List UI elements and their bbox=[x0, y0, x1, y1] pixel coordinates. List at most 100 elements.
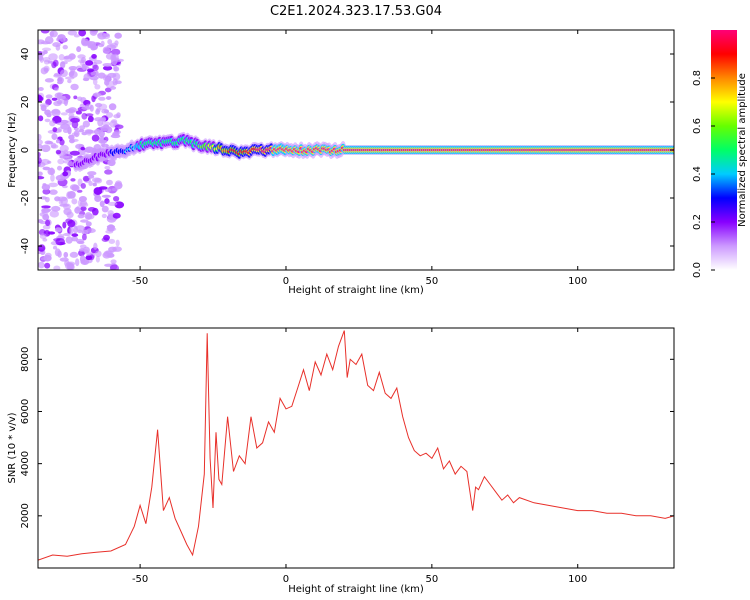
spectrogram-x-tick-label: 0 bbox=[283, 276, 289, 287]
spectrogram-noise-mark bbox=[92, 64, 99, 72]
spectrogram-noise-mark bbox=[55, 149, 62, 155]
spectrogram-noise-mark bbox=[53, 87, 59, 92]
spectrogram-noise-mark bbox=[49, 189, 58, 195]
spectrogram-noise-mark bbox=[43, 65, 50, 72]
spectrogram-noise-mark bbox=[45, 94, 53, 99]
spectrogram-noise-mark bbox=[91, 53, 97, 59]
spectrogram-noise-mark bbox=[114, 32, 122, 39]
spectrogram-noise-mark bbox=[71, 233, 79, 237]
spectrogram-noise-mark bbox=[70, 178, 76, 182]
spectrogram-y-label: Frequency (Hz) bbox=[7, 112, 18, 188]
spectrogram-noise-mark bbox=[92, 182, 97, 187]
spectrogram-noise-mark bbox=[107, 159, 116, 167]
spectrogram-noise-mark bbox=[75, 258, 80, 267]
spectrogram-noise-mark bbox=[104, 165, 111, 170]
spectrogram-noise-mark bbox=[97, 72, 106, 79]
spectrogram-noise-mark bbox=[111, 119, 118, 124]
snr-y-label: SNR (10 * v/v) bbox=[7, 412, 18, 483]
spectrogram-noise-mark bbox=[48, 182, 59, 188]
spectrogram-noise-mark bbox=[112, 246, 122, 252]
spectrogram-noise-mark bbox=[58, 54, 65, 61]
spectrogram-noise-mark bbox=[62, 44, 68, 50]
spectrogram-noise-mark bbox=[78, 128, 85, 133]
spectrogram-noise-mark bbox=[53, 74, 62, 78]
spectrogram-noise-mark bbox=[87, 171, 97, 176]
snr-x-label: Height of straight line (km) bbox=[288, 584, 424, 595]
spectrogram-noise-mark bbox=[86, 228, 96, 234]
spectrogram-noise-mark bbox=[114, 124, 124, 130]
spectrogram-noise-mark bbox=[56, 165, 63, 171]
spectrogram-noise-mark bbox=[57, 158, 65, 165]
spectrogram-noise-mark bbox=[99, 200, 105, 208]
snr-x-tick-label: 50 bbox=[425, 574, 438, 585]
spectrogram-y-tick-label: -40 bbox=[20, 238, 31, 254]
spectrogram-noise-mark bbox=[66, 191, 72, 200]
snr-x-tick-label: -50 bbox=[132, 574, 148, 585]
spectrogram-noise-mark bbox=[75, 110, 82, 115]
spectrogram-noise-mark bbox=[51, 109, 61, 114]
spectrogram-y-tick-label: 0 bbox=[20, 147, 31, 153]
spectrogram-noise-mark bbox=[59, 138, 65, 146]
spectrogram-noise-mark bbox=[52, 127, 58, 133]
spectrogram-noise-mark bbox=[38, 156, 42, 164]
spectrogram-noise-mark bbox=[104, 188, 112, 193]
spectrogram-noise-mark bbox=[107, 201, 118, 206]
spectrogram-noise-mark bbox=[104, 198, 110, 205]
spectrogram-noise-mark bbox=[79, 202, 89, 208]
spectrogram-noise-mark bbox=[68, 70, 78, 79]
snr-y-tick-label: 2000 bbox=[20, 503, 31, 528]
spectrogram-noise-mark bbox=[115, 239, 120, 247]
spectrogram-noise-mark bbox=[65, 108, 76, 114]
spectrogram-noise-mark bbox=[51, 97, 58, 101]
snr-x-tick-label: 0 bbox=[283, 574, 289, 585]
spectrogram-noise-mark bbox=[57, 34, 63, 40]
colorbar-tick-label: 0.0 bbox=[692, 262, 703, 278]
spectrogram-noise-mark bbox=[100, 125, 110, 132]
snr-y-ticks: 2000 4000 6000 8000 bbox=[20, 347, 674, 529]
spectrogram-noise-mark bbox=[102, 252, 112, 259]
spectrogram-noise-mark bbox=[49, 30, 58, 38]
spectrogram-noise-mark bbox=[114, 80, 122, 85]
spectrogram-noise-mark bbox=[40, 41, 51, 45]
spectrogram-noise-mark bbox=[116, 112, 121, 118]
spectrogram-noise-mark bbox=[114, 40, 119, 46]
spectrogram-noise-mark bbox=[64, 259, 70, 267]
spectrogram-noise-mark bbox=[79, 255, 86, 264]
spectrogram-noise-mark bbox=[62, 171, 69, 177]
spectrogram-noise-mark bbox=[80, 182, 86, 189]
spectrogram-noise-mark bbox=[38, 96, 44, 102]
spectrogram-noise-mark bbox=[67, 30, 78, 36]
spectrogram-noise-mark bbox=[40, 257, 47, 261]
spectrogram-marks bbox=[38, 30, 674, 270]
spectrogram-noise-mark bbox=[113, 195, 120, 202]
spectrogram-noise-mark bbox=[75, 238, 84, 244]
spectrogram-noise-mark bbox=[63, 232, 72, 237]
spectrogram-noise-mark bbox=[60, 123, 70, 130]
colorbar-tick-label: 0.6 bbox=[692, 118, 703, 134]
spectrogram-noise-mark bbox=[44, 262, 51, 269]
spectrogram-noise-mark bbox=[49, 120, 56, 127]
spectrogram-noise-mark bbox=[91, 95, 96, 103]
spectrogram-noise-mark bbox=[85, 221, 92, 227]
spectrogram-noise-mark bbox=[87, 115, 94, 123]
spectrogram-noise-mark bbox=[109, 264, 120, 270]
spectrogram-noise-mark bbox=[106, 226, 117, 232]
spectrogram-noise-mark bbox=[55, 139, 60, 144]
spectrogram-noise-mark bbox=[81, 229, 89, 235]
spectrogram-noise-mark bbox=[89, 254, 95, 261]
spectrogram-noise-mark bbox=[86, 68, 94, 73]
spectrogram-noise-mark bbox=[105, 80, 115, 89]
spectrogram-noise-mark bbox=[38, 115, 44, 122]
colorbar-gradient bbox=[711, 30, 737, 270]
spectrogram-noise-mark bbox=[82, 77, 90, 82]
spectrogram-noise-mark bbox=[101, 213, 107, 219]
snr-series-line bbox=[38, 330, 674, 561]
spectrogram-noise-mark bbox=[39, 220, 47, 225]
spectrogram-noise-mark bbox=[93, 242, 98, 250]
spectrogram-noise-mark bbox=[60, 112, 68, 116]
spectrogram-noise-mark bbox=[78, 249, 85, 257]
spectrogram-noise-mark bbox=[115, 180, 122, 187]
spectrogram-noise-mark bbox=[94, 84, 101, 90]
spectrogram-noise-mark bbox=[67, 79, 72, 84]
